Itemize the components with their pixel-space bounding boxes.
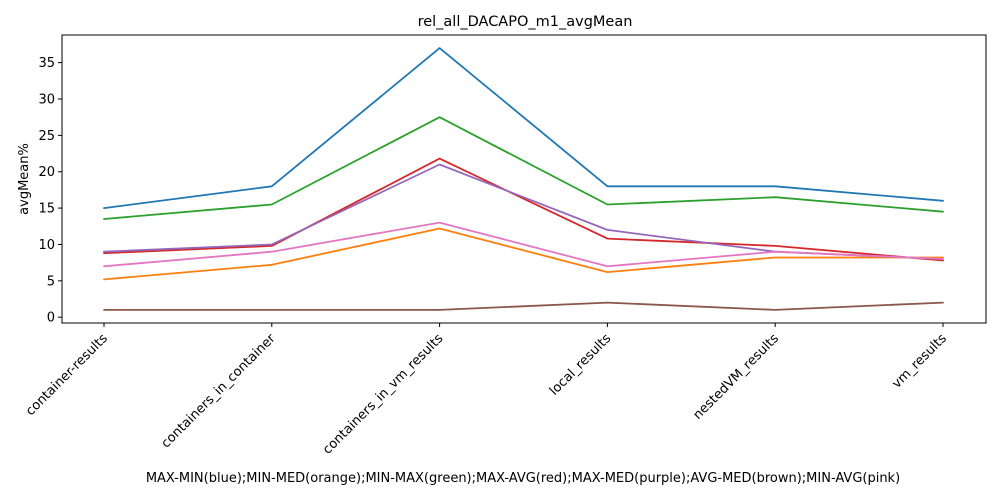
y-axis-label: avgMean% <box>17 143 32 215</box>
x-tick-label: container-results <box>23 331 111 419</box>
series-line-1 <box>103 227 944 281</box>
x-tick-label: nestedVM_results <box>690 331 782 423</box>
series-line-2 <box>103 116 944 220</box>
x-axis-label: MAX-MIN(blue);MIN-MED(orange);MIN-MAX(gr… <box>146 471 900 486</box>
chart-title: rel_all_DACAPO_m1_avgMean <box>418 14 633 30</box>
y-tick-label: 35 <box>38 56 55 71</box>
x-tick-label: local_results <box>547 331 615 399</box>
series-line-0 <box>103 47 944 210</box>
y-tick-label: 5 <box>47 274 55 289</box>
x-tick-label: containers_in_container <box>159 331 280 452</box>
plot-lines <box>103 47 944 311</box>
y-axis: 0 5 10 15 20 25 30 35 <box>38 56 62 326</box>
series-line-3 <box>103 157 944 262</box>
plot-frame <box>61 34 987 324</box>
series-line-6 <box>103 221 944 268</box>
y-tick-label: 15 <box>38 202 55 217</box>
y-tick-label: 30 <box>38 93 55 108</box>
x-axis: container-results containers_in_container… <box>23 323 950 458</box>
x-tick-label: containers_in_vm_results <box>320 331 446 457</box>
y-tick-label: 0 <box>47 311 55 326</box>
series-line-5 <box>103 301 944 311</box>
x-tick-label: vm_results <box>889 331 950 392</box>
y-tick-label: 25 <box>38 129 55 144</box>
y-tick-label: 20 <box>38 165 55 180</box>
y-tick-label: 10 <box>38 238 55 253</box>
